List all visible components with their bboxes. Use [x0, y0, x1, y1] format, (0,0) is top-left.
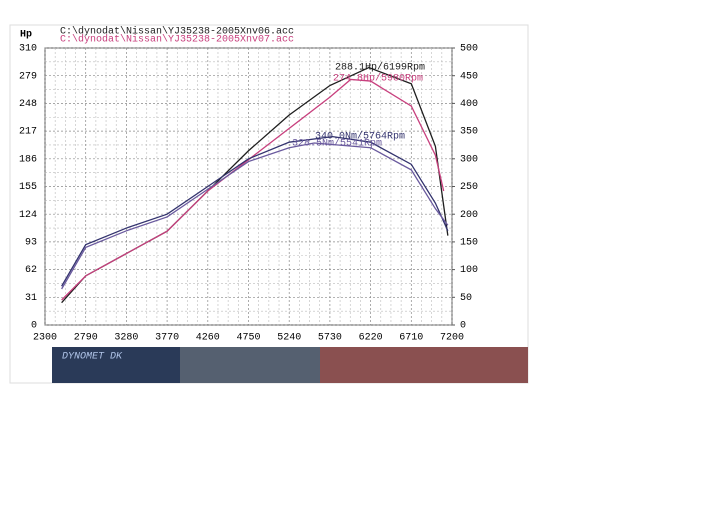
series-line	[61, 135, 449, 287]
x-tick-label: 2300	[33, 333, 57, 344]
y-tick-label: 0	[31, 321, 37, 332]
y2-tick-label: 150	[460, 238, 478, 249]
x-tick-label: 3770	[155, 333, 179, 344]
x-tick-label: 4260	[196, 333, 220, 344]
y2-tick-label: 450	[460, 71, 478, 82]
y2-tick-label: 500	[460, 44, 478, 55]
y-tick-label: 217	[19, 127, 37, 138]
annotation: 274.8Hp/5980Rpm	[333, 73, 423, 85]
y2-tick-label: 0	[460, 321, 466, 332]
series-line	[61, 142, 449, 290]
x-tick-label: 4750	[236, 333, 260, 344]
series-line	[61, 78, 445, 301]
x-tick-label: 6710	[399, 333, 423, 344]
y2-tick-label: 100	[460, 265, 478, 276]
y-tick-label: 279	[19, 71, 37, 82]
y-tick-label: 31	[25, 293, 37, 304]
x-tick-label: 5240	[277, 333, 301, 344]
annotation: 340.0Nm/5764Rpm	[315, 131, 405, 143]
y2-tick-label: 50	[460, 293, 472, 304]
y-tick-label: 62	[25, 265, 37, 276]
x-tick-label: 6220	[359, 333, 383, 344]
x-tick-label: 3280	[114, 333, 138, 344]
y-tick-label: 124	[19, 210, 37, 221]
y2-tick-label: 400	[460, 99, 478, 110]
y2-tick-label: 350	[460, 127, 478, 138]
annotation: 328.5Nm/5541Rpm	[292, 138, 382, 150]
file-name: C:\dynodat\Nissan\YJ35238-2005Xnv07.acc	[60, 34, 294, 46]
x-tick-label: 2790	[74, 333, 98, 344]
y-tick-label: 93	[25, 238, 37, 249]
y-axis-label: Hp	[20, 30, 32, 41]
banner-photo	[320, 347, 528, 383]
y2-tick-label: 300	[460, 154, 478, 165]
banner-photo	[180, 347, 320, 383]
y-tick-label: 310	[19, 44, 37, 55]
banner-text: DYNOMET DK	[62, 352, 123, 363]
y-tick-label: 186	[19, 154, 37, 165]
file-name: C:\dynodat\Nissan\YJ35238-2005Xnv06.acc	[60, 26, 294, 38]
y-tick-label: 248	[19, 99, 37, 110]
y2-tick-label: 200	[460, 210, 478, 221]
x-tick-label: 5730	[318, 333, 342, 344]
x-tick-label: 7200	[440, 333, 464, 344]
y-tick-label: 155	[19, 182, 37, 193]
y2-tick-label: 250	[460, 182, 478, 193]
annotation: 288.1Hp/6199Rpm	[335, 62, 425, 74]
